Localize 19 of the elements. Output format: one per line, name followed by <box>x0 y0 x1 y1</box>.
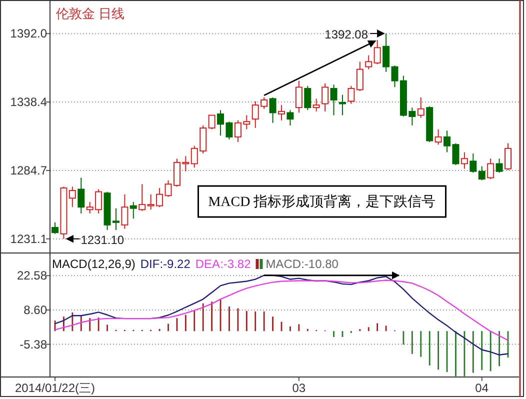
y-tick-label: 1284.7 <box>10 163 48 178</box>
annotation: 1392.08 <box>324 28 368 42</box>
y-tick-label: -5.38 <box>20 337 48 352</box>
y-tick-label: 1338.4 <box>10 94 48 109</box>
x-tick-label: 04 <box>475 381 489 395</box>
chart-title: MACD(12,26,9) <box>52 257 136 271</box>
x-tick-label: 2014/01/22(三) <box>14 381 96 395</box>
legend-label: MACD:-10.80 <box>266 257 339 271</box>
annotation: 1231.10 <box>80 232 124 247</box>
chart-title: 伦敦金 日线 <box>56 6 125 21</box>
y-tick-label: 1392.0 <box>10 26 48 41</box>
y-tick-label: 22.58 <box>16 268 48 283</box>
y-tick-label: 8.60 <box>24 302 48 317</box>
annotation: MACD 指标形成顶背离，是下跌信号 <box>208 194 436 210</box>
x-tick-label: 03 <box>292 381 306 395</box>
legend: DIF:-9.22 DEA:-3.82 MACD:-10.80 <box>140 257 338 271</box>
series-label: DEA:-3.82 <box>195 257 252 271</box>
y-tick-label: 1231.1 <box>10 232 48 246</box>
note: MACD 指标形成顶背离，是下跌信号 <box>198 185 446 218</box>
